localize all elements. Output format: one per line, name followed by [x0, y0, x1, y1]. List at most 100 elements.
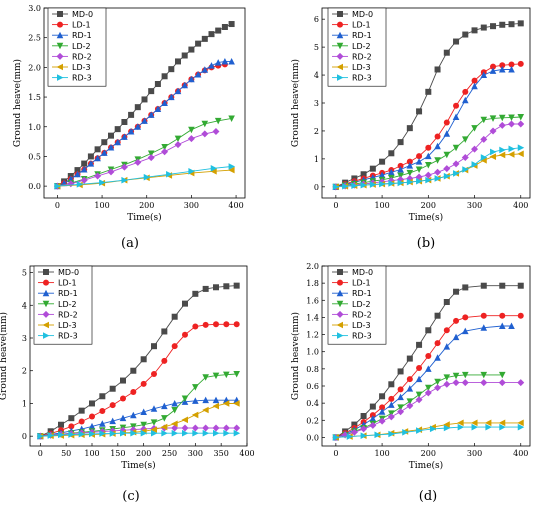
data-point-md-0: [108, 132, 114, 139]
data-point-md-0: [462, 31, 469, 38]
data-point-rd-1: [415, 375, 423, 383]
data-point-md-0: [462, 284, 469, 291]
data-point-ld-3: [181, 416, 188, 424]
data-point-rd-3: [192, 429, 199, 437]
data-point-ld-1: [109, 402, 116, 409]
data-point-ld-2: [212, 372, 220, 380]
data-point-rd-3: [121, 176, 128, 184]
data-point-ld-2: [397, 404, 404, 411]
x-axis-label: Time(s): [127, 212, 161, 223]
data-point-ld-1: [140, 380, 147, 387]
legend-marker-ld-2: [336, 300, 344, 308]
data-point-ld-1: [99, 407, 106, 414]
legend-marker-md-0: [337, 269, 343, 275]
data-point-ld-1: [397, 162, 404, 169]
data-point-ld-1: [68, 423, 75, 430]
data-point-rd-3: [151, 429, 158, 437]
legend-label-rd-1: RD-1: [58, 289, 78, 298]
data-point-rd-3: [416, 177, 423, 185]
data-point-rd-3: [416, 427, 423, 434]
data-point-rd-1: [489, 67, 497, 74]
legend-label-ld-3: LD-3: [72, 63, 91, 72]
legend: MD-0 LD-1RD-1 LD-2RD-2 LD-3 RD-3: [327, 7, 387, 87]
x-axis-label: Time(s): [409, 212, 443, 223]
data-point-rd-1: [202, 396, 209, 404]
data-point-rd-3: [453, 170, 460, 177]
legend-marker-rd-1: [42, 289, 50, 297]
data-point-rd-3: [485, 423, 492, 431]
data-point-rd-1: [121, 133, 128, 140]
legend-label-rd-2: RD-2: [352, 310, 372, 319]
data-point-ld-2: [415, 391, 423, 399]
data-point-ld-1: [171, 343, 178, 350]
legend-marker-rd-3: [57, 74, 64, 81]
data-point-ld-1: [202, 321, 209, 328]
data-point-md-0: [99, 393, 106, 400]
data-point-rd-3: [397, 179, 405, 187]
data-point-rd-1: [397, 166, 404, 173]
data-point-ld-1: [443, 327, 450, 334]
data-point-rd-2: [191, 424, 199, 432]
data-point-ld-3: [498, 151, 506, 159]
data-point-ld-2: [452, 144, 460, 152]
data-point-rd-2: [94, 172, 102, 180]
legend-marker-ld-3: [336, 63, 343, 71]
y-tick-label: 0.0: [28, 182, 41, 191]
data-point-md-0: [480, 24, 487, 31]
data-point-ld-2: [233, 371, 240, 378]
legend-marker-md-0: [43, 269, 49, 275]
chart-panel-a: 0 100 200 300 400 0.0 0.5 1.0 1.5 2.0 2.5 3.0 Time(s…: [12, 4, 246, 251]
data-point-ld-2: [498, 371, 506, 379]
data-point-rd-2: [147, 154, 155, 162]
data-point-rd-1: [161, 99, 168, 106]
legend-label-rd-3: RD-3: [72, 74, 92, 83]
data-point-ld-1: [434, 133, 441, 140]
data-point-rd-1: [471, 82, 478, 90]
data-point-ld-1: [462, 88, 469, 95]
x-tick-label: 400: [513, 449, 528, 458]
legend-marker-ld-1: [57, 21, 63, 28]
data-point-rd-3: [402, 428, 409, 436]
data-point-md-0: [397, 368, 404, 375]
data-point-rd-3: [233, 429, 241, 437]
data-point-ld-3: [212, 402, 219, 410]
data-point-rd-1: [388, 401, 395, 408]
data-point-ld-3: [150, 426, 157, 433]
y-tick-label: 2.0: [306, 262, 319, 271]
series-layer: [332, 282, 525, 441]
data-point-ld-3: [484, 419, 492, 427]
data-point-md-0: [221, 24, 228, 30]
legend-marker-rd-3: [337, 332, 344, 339]
legend: MD-0 LD-1RD-1 LD-2RD-2 LD-3 RD-3: [33, 265, 93, 345]
data-point-ld-1: [453, 317, 460, 324]
y-tick-label: 1: [22, 399, 27, 408]
data-point-ld-2: [434, 157, 441, 164]
data-point-md-0: [109, 385, 116, 392]
legend-label-rd-2: RD-2: [72, 52, 92, 61]
data-point-rd-2: [443, 165, 451, 173]
data-point-md-0: [134, 104, 141, 111]
legend-label-md-0: MD-0: [352, 268, 373, 277]
data-point-ld-1: [120, 395, 126, 402]
data-point-rd-1: [161, 402, 168, 410]
data-point-rd-1: [134, 123, 142, 130]
legend-label-ld-1: LD-1: [58, 279, 77, 288]
data-point-md-0: [175, 58, 181, 65]
data-point-rd-3: [443, 424, 451, 432]
data-point-md-0: [425, 88, 432, 95]
data-point-md-0: [161, 328, 168, 335]
data-point-rd-1: [188, 75, 195, 83]
data-point-md-0: [182, 300, 188, 307]
legend-box: [327, 265, 387, 345]
data-point-ld-1: [453, 102, 460, 109]
x-tick-label: 100: [94, 201, 109, 210]
data-point-rd-3: [228, 163, 236, 170]
data-point-md-0: [453, 38, 460, 45]
data-point-rd-1: [94, 154, 101, 162]
y-tick-label: 1.6: [306, 296, 319, 305]
plot-frame: [321, 265, 531, 447]
data-point-md-0: [213, 284, 219, 291]
data-point-ld-2: [406, 398, 414, 405]
data-point-rd-3: [379, 180, 386, 188]
